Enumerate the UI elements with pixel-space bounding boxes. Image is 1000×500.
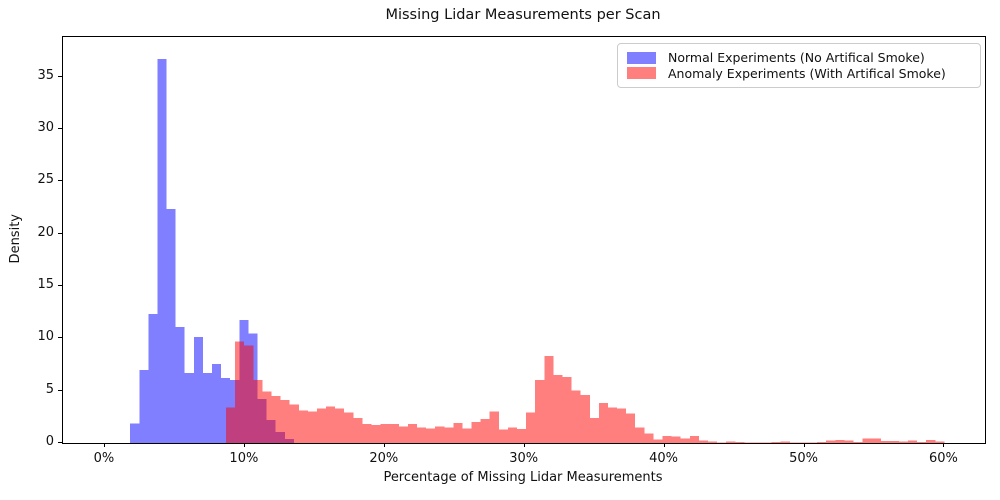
x-tick-label: 50% xyxy=(789,451,818,466)
legend-item-normal: Normal Experiments (No Artifical Smoke) xyxy=(627,50,971,66)
y-tick-label: 0 xyxy=(45,434,54,449)
plot-area xyxy=(62,36,986,444)
x-tick-label: 60% xyxy=(928,451,958,466)
y-tick-mark xyxy=(58,442,62,443)
x-tick-label: 0% xyxy=(93,451,115,466)
y-tick-mark xyxy=(58,389,62,391)
y-tick-mark xyxy=(58,337,62,339)
y-tick-label: 5 xyxy=(45,381,54,397)
x-tick-mark xyxy=(383,443,385,447)
legend-item-anomaly: Anomaly Experiments (With Artifical Smok… xyxy=(627,66,971,82)
y-tick-label: 10 xyxy=(37,329,54,345)
series-1-path xyxy=(225,341,945,443)
chart-title: Missing Lidar Measurements per Scan xyxy=(385,7,661,23)
y-tick-mark xyxy=(58,128,62,130)
series-1-bars xyxy=(225,341,945,443)
y-tick-label: 20 xyxy=(37,224,54,240)
y-tick-label: 35 xyxy=(37,67,54,83)
legend-swatch-normal xyxy=(627,51,656,64)
x-tick-label: 20% xyxy=(369,451,399,466)
y-tick-label: 15 xyxy=(37,277,54,293)
x-tick-mark xyxy=(803,443,805,447)
x-tick-label: 10% xyxy=(229,451,259,466)
y-tick-mark xyxy=(58,285,62,287)
x-tick-mark xyxy=(943,443,945,447)
y-tick-label: 25 xyxy=(37,172,54,188)
y-tick-label: 30 xyxy=(37,120,54,136)
legend-swatch-anomaly xyxy=(627,67,656,80)
x-axis-label: Percentage of Missing Lidar Measurements xyxy=(383,470,663,485)
legend-label-normal: Normal Experiments (No Artifical Smoke) xyxy=(668,50,925,66)
x-tick-mark xyxy=(243,443,245,447)
legend: Normal Experiments (No Artifical Smoke) … xyxy=(617,43,981,88)
x-tick-label: 30% xyxy=(509,451,539,466)
x-tick-mark xyxy=(663,443,665,447)
x-tick-mark xyxy=(103,443,105,447)
y-tick-mark xyxy=(58,75,62,77)
y-tick-mark xyxy=(58,232,62,234)
x-tick-label: 40% xyxy=(649,451,679,466)
y-tick-mark xyxy=(58,180,62,182)
legend-label-anomaly: Anomaly Experiments (With Artifical Smok… xyxy=(668,65,946,81)
x-tick-mark xyxy=(523,443,525,447)
